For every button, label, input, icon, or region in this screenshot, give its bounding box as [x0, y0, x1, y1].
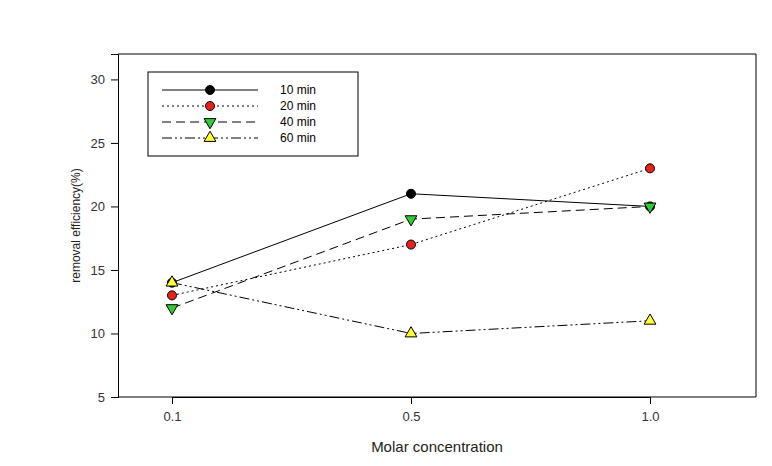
legend-label: 10 min: [280, 83, 316, 97]
marker: [406, 189, 415, 198]
tick-mark: [411, 397, 412, 404]
tick-label: 30: [91, 72, 105, 87]
tick-mark: [111, 333, 118, 334]
series-line: [172, 194, 650, 283]
series-line: [172, 168, 650, 295]
tick-label: 5: [98, 390, 105, 405]
series-layer: [166, 164, 656, 337]
tick: 1.0: [641, 397, 659, 424]
tick: 0.5: [402, 397, 420, 424]
tick-label: 1.0: [641, 409, 659, 424]
marker: [166, 276, 178, 286]
chart: 0.1 0.5 1.0 5 10 15 20 25 30 10 min 20 min 40 min 60…: [0, 0, 772, 466]
axis-line: [173, 398, 651, 405]
marker: [406, 240, 415, 249]
tick-label: 0.5: [402, 409, 420, 424]
tick-mark: [111, 79, 118, 80]
series-line: [172, 206, 650, 308]
marker: [166, 305, 178, 315]
marker: [644, 203, 656, 213]
legend-marker: [205, 85, 214, 94]
frame: [756, 54, 757, 397]
tick: 5: [98, 390, 118, 405]
tick: 10: [91, 326, 118, 341]
tick: 25: [91, 136, 118, 151]
tick: 0.1: [163, 397, 181, 424]
tick-label: 0.1: [163, 409, 181, 424]
legend-marker: [205, 101, 214, 110]
tick-mark: [111, 206, 118, 207]
tick-label: 25: [91, 136, 105, 151]
legend-box: [148, 72, 358, 156]
axis-line: [111, 55, 119, 398]
tick-label: 20: [91, 199, 105, 214]
legend-label: 40 min: [280, 115, 316, 129]
legend-label: 20 min: [280, 99, 316, 113]
legend-item: 60 min: [162, 131, 316, 145]
x-axis: 0.1 0.5 1.0: [163, 397, 659, 424]
y-axis: 5 10 15 20 25 30: [91, 55, 119, 405]
tick-mark: [111, 397, 118, 398]
plot: 0.1 0.5 1.0 5 10 15 20 25 30 10 min 20 min 40 min 60…: [91, 54, 756, 424]
legend-item: 10 min: [162, 83, 316, 97]
tick-mark: [650, 397, 651, 404]
marker: [405, 327, 417, 337]
tick-mark: [172, 397, 173, 404]
legend-item: 40 min: [162, 115, 316, 129]
legend-marker: [204, 119, 216, 129]
tick-mark: [111, 143, 118, 144]
frame: [118, 54, 756, 55]
legend-marker: [204, 131, 216, 141]
legend-label: 60 min: [280, 131, 316, 145]
tick: 30: [91, 72, 118, 87]
marker: [644, 314, 656, 324]
tick: 20: [91, 199, 118, 214]
legend-item: 20 min: [162, 99, 316, 113]
y-axis-title: removal efficiency(%): [69, 168, 83, 282]
tick: 15: [91, 263, 118, 278]
tick-label: 10: [91, 326, 105, 341]
marker: [645, 164, 654, 173]
legend: 10 min 20 min 40 min 60 min: [148, 72, 358, 156]
marker: [167, 291, 176, 300]
tick-label: 15: [91, 263, 105, 278]
marker: [405, 216, 417, 226]
tick-mark: [111, 270, 118, 271]
x-axis-title: Molar concentration: [371, 438, 503, 455]
